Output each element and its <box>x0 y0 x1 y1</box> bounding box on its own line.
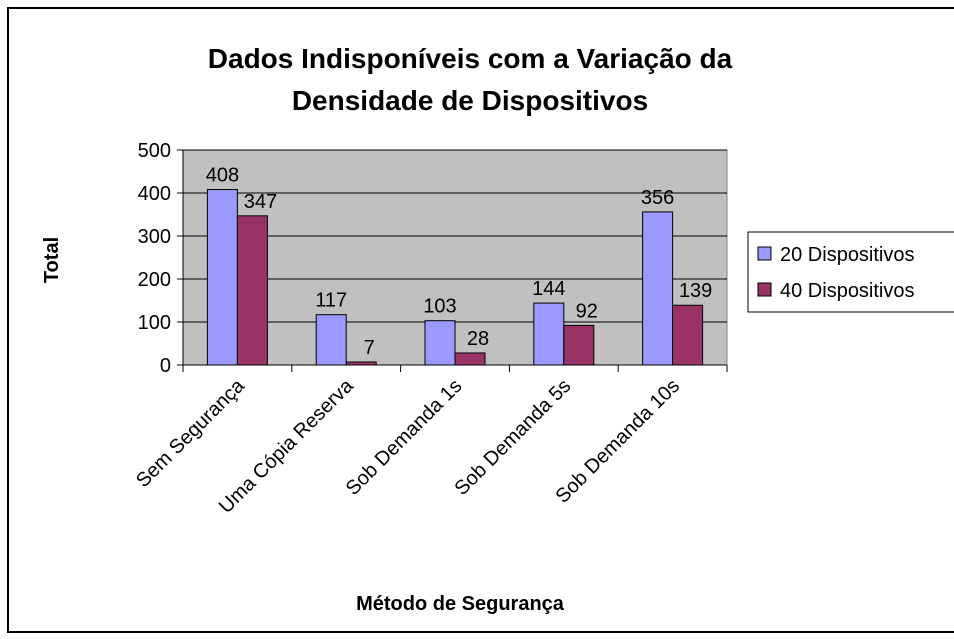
bar <box>672 304 704 366</box>
bar <box>315 314 347 366</box>
y-tick-label: 400 <box>138 183 171 205</box>
value-label: 92 <box>576 300 598 322</box>
value-label: 7 <box>364 337 375 359</box>
y-tick-label: 500 <box>138 140 171 162</box>
bar <box>345 361 377 366</box>
x-tick-label: Sob Demanda 10s <box>551 375 684 508</box>
y-tick-label: 0 <box>160 355 171 377</box>
value-label: 356 <box>641 187 674 209</box>
x-axis-title: Método de Segurança <box>356 593 565 615</box>
chart-title: Dados Indisponíveis com a Variação da <box>208 43 733 74</box>
bar <box>236 215 268 366</box>
bar <box>424 320 456 366</box>
bar <box>563 324 595 366</box>
y-tick-label: 200 <box>138 269 171 291</box>
value-label: 144 <box>532 278 565 300</box>
chart-title: Densidade de Dispositivos <box>292 85 648 116</box>
value-label: 139 <box>679 280 712 302</box>
x-tick-label: Sem Segurança <box>132 374 250 492</box>
x-tick-label: Sob Demanda 5s <box>450 375 575 500</box>
y-tick-label: 300 <box>138 226 171 248</box>
bar <box>642 211 674 366</box>
bar <box>454 352 486 366</box>
value-label: 28 <box>467 328 489 350</box>
legend-swatch <box>757 246 772 261</box>
legend-swatch <box>757 282 772 297</box>
bar <box>206 189 238 366</box>
bar <box>533 302 565 366</box>
value-label: 408 <box>206 165 239 187</box>
value-label: 117 <box>315 290 347 312</box>
chart-frame <box>7 7 954 633</box>
legend-label: 20 Dispositivos <box>780 244 915 266</box>
y-axis-title: Total <box>41 237 63 283</box>
value-label: 347 <box>244 191 277 213</box>
y-tick-label: 100 <box>138 312 171 334</box>
legend <box>747 231 954 313</box>
legend-label: 40 Dispositivos <box>780 280 915 302</box>
x-tick-label: Sob Demanda 1s <box>342 375 467 500</box>
value-label: 103 <box>423 296 456 318</box>
